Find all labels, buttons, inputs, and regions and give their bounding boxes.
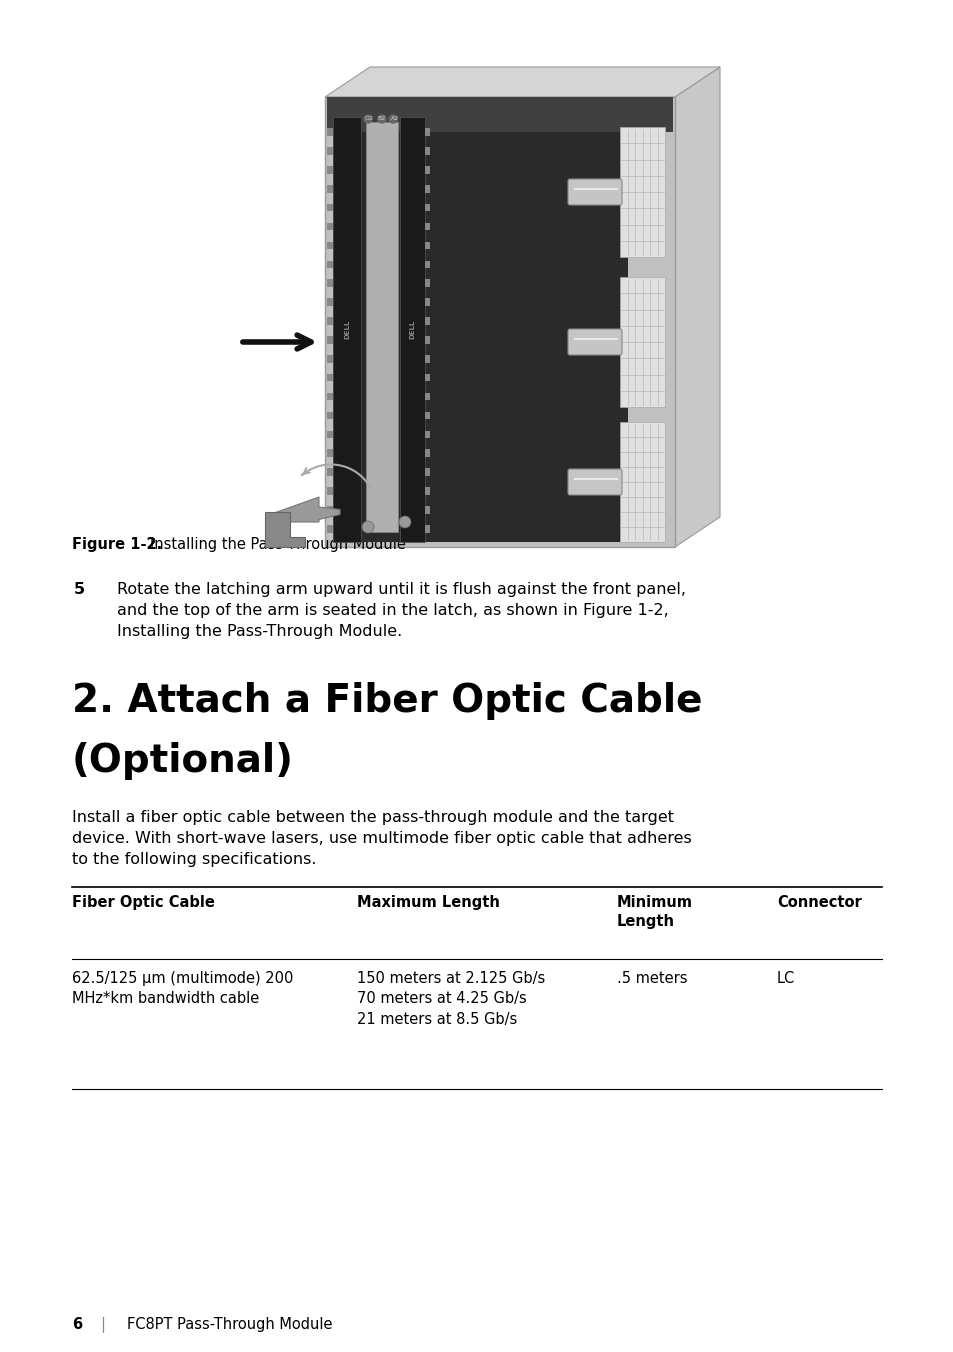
Bar bbox=[327, 468, 333, 476]
Bar bbox=[327, 261, 333, 268]
Text: Rotate the latching arm upward until it is flush against the front panel,
and th: Rotate the latching arm upward until it … bbox=[117, 581, 685, 639]
FancyBboxPatch shape bbox=[567, 329, 621, 356]
Bar bbox=[619, 127, 664, 257]
Polygon shape bbox=[265, 512, 305, 548]
Text: 5: 5 bbox=[74, 581, 85, 598]
Bar bbox=[424, 261, 430, 268]
Bar bbox=[424, 242, 430, 249]
Bar bbox=[424, 525, 430, 533]
Bar bbox=[327, 128, 333, 137]
Bar bbox=[327, 356, 333, 362]
Bar bbox=[424, 299, 430, 306]
Bar bbox=[619, 277, 664, 407]
Bar bbox=[325, 97, 675, 548]
Text: DELL: DELL bbox=[344, 320, 350, 339]
Bar bbox=[327, 204, 333, 211]
Text: DELL: DELL bbox=[409, 320, 416, 339]
Bar bbox=[366, 122, 397, 531]
Circle shape bbox=[377, 115, 386, 123]
Text: Fiber Optic Cable: Fiber Optic Cable bbox=[71, 895, 214, 910]
FancyBboxPatch shape bbox=[567, 178, 621, 206]
Text: Maximum Length: Maximum Length bbox=[356, 895, 499, 910]
Bar bbox=[424, 375, 430, 381]
Bar bbox=[327, 337, 333, 343]
Text: FC8PT Pass-Through Module: FC8PT Pass-Through Module bbox=[127, 1317, 333, 1332]
Polygon shape bbox=[270, 498, 339, 522]
Bar bbox=[327, 242, 333, 249]
FancyBboxPatch shape bbox=[567, 469, 621, 495]
Bar bbox=[327, 185, 333, 192]
Bar bbox=[424, 318, 430, 324]
Text: Install a fiber optic cable between the pass-through module and the target
devic: Install a fiber optic cable between the … bbox=[71, 810, 691, 867]
Bar bbox=[327, 487, 333, 495]
Text: Connector: Connector bbox=[776, 895, 861, 910]
Bar bbox=[327, 280, 333, 287]
Text: Minimum
Length: Minimum Length bbox=[617, 895, 692, 929]
Bar bbox=[424, 468, 430, 476]
Bar bbox=[327, 299, 333, 306]
Bar bbox=[424, 204, 430, 211]
Text: Installing the Pass-Through Module: Installing the Pass-Through Module bbox=[150, 537, 405, 552]
Text: Figure 1-2.: Figure 1-2. bbox=[71, 537, 162, 552]
Circle shape bbox=[389, 115, 396, 123]
Text: G2: G2 bbox=[364, 116, 374, 122]
Text: 6: 6 bbox=[71, 1317, 82, 1332]
Bar bbox=[424, 393, 430, 400]
Polygon shape bbox=[325, 68, 720, 97]
Bar bbox=[327, 506, 333, 514]
Bar bbox=[424, 128, 430, 137]
Bar bbox=[424, 337, 430, 343]
Bar bbox=[424, 356, 430, 362]
Bar bbox=[619, 422, 664, 542]
Text: 2. Attach a Fiber Optic Cable: 2. Attach a Fiber Optic Cable bbox=[71, 681, 701, 721]
Circle shape bbox=[361, 521, 374, 533]
Bar bbox=[327, 449, 333, 457]
Text: (Optional): (Optional) bbox=[71, 742, 294, 780]
Bar bbox=[424, 506, 430, 514]
Bar bbox=[424, 411, 430, 419]
Text: LC: LC bbox=[776, 971, 795, 986]
Bar bbox=[327, 393, 333, 400]
Bar bbox=[327, 430, 333, 438]
Bar bbox=[424, 487, 430, 495]
Bar bbox=[333, 118, 360, 542]
Text: .5 meters: .5 meters bbox=[617, 971, 687, 986]
Bar bbox=[424, 166, 430, 173]
Text: 62.5/125 μm (multimode) 200
MHz*km bandwidth cable: 62.5/125 μm (multimode) 200 MHz*km bandw… bbox=[71, 971, 294, 1006]
Text: 150 meters at 2.125 Gb/s
70 meters at 4.25 Gb/s
21 meters at 8.5 Gb/s: 150 meters at 2.125 Gb/s 70 meters at 4.… bbox=[356, 971, 545, 1026]
Bar bbox=[327, 525, 333, 533]
Bar bbox=[424, 147, 430, 154]
Bar bbox=[327, 318, 333, 324]
Bar bbox=[424, 449, 430, 457]
Bar bbox=[327, 223, 333, 230]
Bar bbox=[327, 166, 333, 173]
Bar bbox=[327, 375, 333, 381]
Bar bbox=[327, 97, 672, 132]
Bar bbox=[327, 147, 333, 154]
Bar bbox=[424, 280, 430, 287]
Circle shape bbox=[398, 516, 411, 529]
Circle shape bbox=[364, 115, 372, 123]
Bar bbox=[424, 185, 430, 192]
Bar bbox=[399, 118, 424, 542]
Text: A2: A2 bbox=[391, 116, 398, 122]
Bar bbox=[327, 411, 333, 419]
Bar bbox=[333, 118, 627, 542]
Polygon shape bbox=[675, 68, 720, 548]
Text: B2: B2 bbox=[377, 116, 386, 122]
Bar bbox=[424, 223, 430, 230]
Bar bbox=[424, 430, 430, 438]
Text: |: | bbox=[100, 1317, 105, 1333]
